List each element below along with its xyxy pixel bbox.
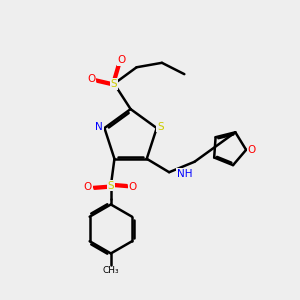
Text: O: O (84, 182, 92, 192)
Text: O: O (129, 182, 137, 192)
Text: S: S (111, 79, 118, 89)
Text: O: O (87, 74, 95, 84)
Text: S: S (157, 122, 164, 132)
Text: O: O (118, 56, 126, 65)
Text: NH: NH (177, 169, 192, 179)
Text: CH₃: CH₃ (103, 266, 119, 275)
Text: O: O (248, 145, 256, 155)
Text: S: S (107, 181, 114, 191)
Text: N: N (95, 122, 103, 132)
